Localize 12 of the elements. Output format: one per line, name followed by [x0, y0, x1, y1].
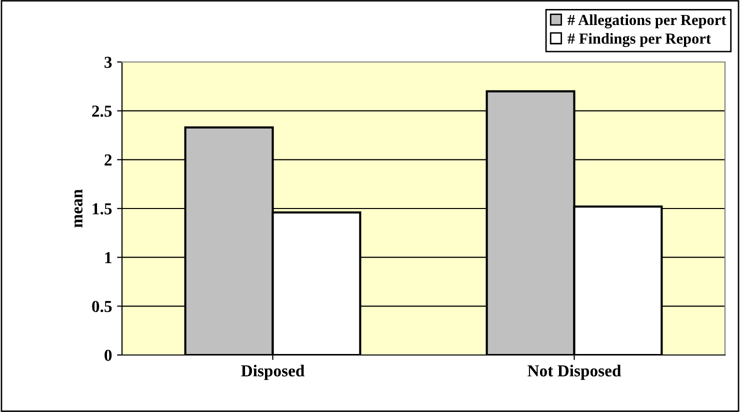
x-tick-label: Not Disposed	[528, 364, 622, 380]
y-tick-label: 3	[104, 56, 112, 68]
y-tick-label: 2.5	[92, 106, 112, 117]
y-tick-label: 1	[105, 252, 112, 264]
legend-label: # Allegations per Report	[568, 14, 726, 28]
y-axis-title: mean	[74, 189, 83, 228]
y-tick-label: 0.5	[92, 300, 112, 312]
legend-label: # Findings per Report	[568, 33, 711, 47]
x-tick-label: Disposed	[241, 364, 305, 380]
y-tick-label: 1.5	[92, 203, 112, 215]
y-tick-label: 2	[104, 154, 112, 166]
y-tick-label: 0	[104, 350, 112, 361]
